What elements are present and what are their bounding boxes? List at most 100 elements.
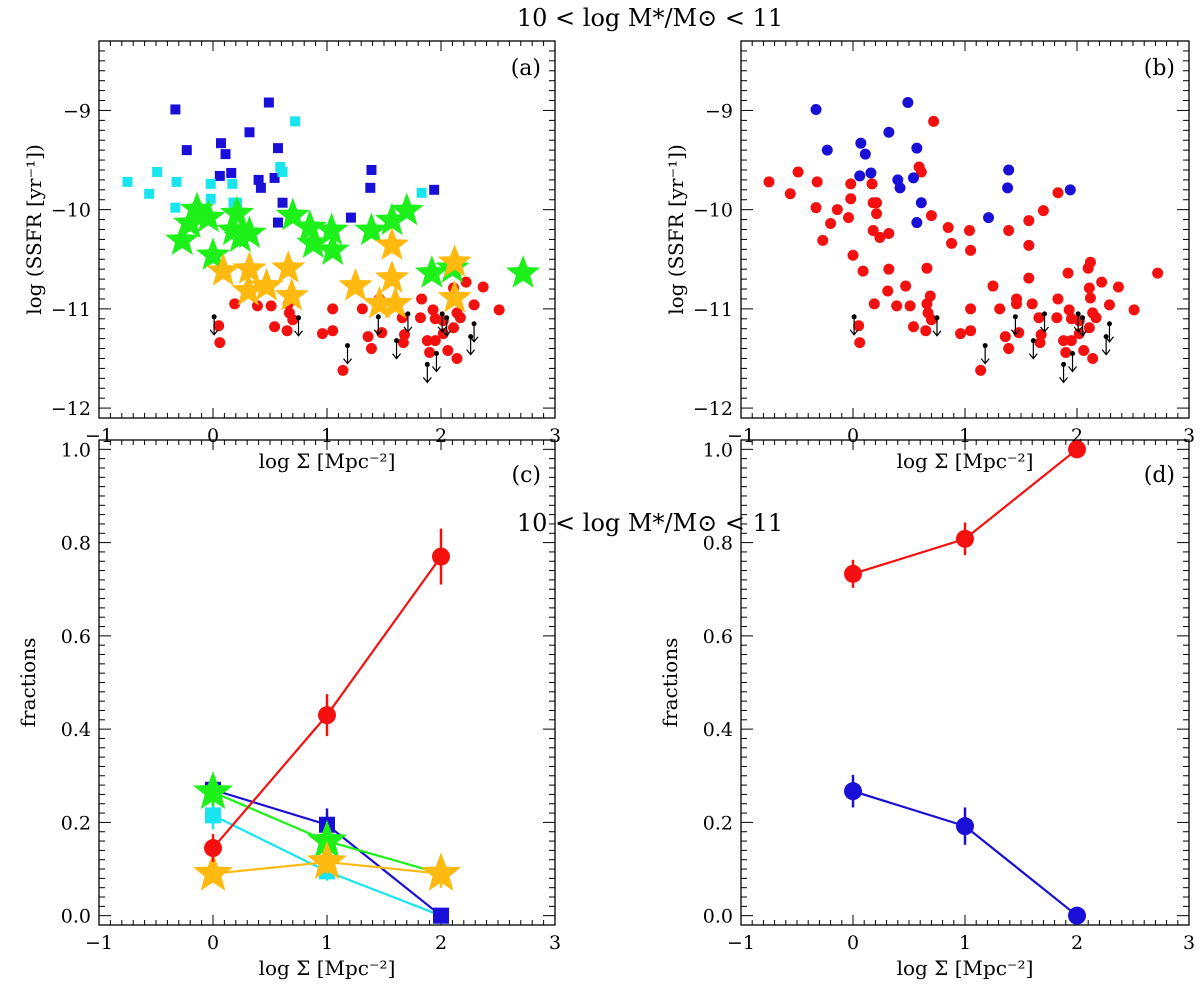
circle-marker [376,327,388,339]
circle-marker [204,839,222,858]
circle-marker [1060,347,1072,359]
circle-marker [907,172,919,184]
y-tick-label: 0.2 [61,812,91,834]
circle-marker [825,218,837,230]
circle-marker [287,314,299,326]
circle-marker [424,347,436,359]
circle-marker [883,126,895,138]
x-tick-label: 2 [1071,932,1083,954]
circle-marker [911,217,923,229]
y-tick-label: 0.0 [703,906,733,928]
star-marker [173,205,208,239]
square-marker [272,217,283,228]
square-marker [170,104,181,115]
circle-marker [1002,182,1014,194]
y-tick-label: 0.0 [61,906,91,928]
circle-marker [1152,267,1164,279]
square-marker [429,184,440,195]
circle-marker [831,204,843,216]
circle-marker [844,782,862,801]
circle-marker [1033,312,1045,324]
square-marker [205,178,216,189]
upper-limit-arrow [466,336,476,356]
star-marker [362,285,397,319]
circle-marker [810,103,822,115]
square-marker [144,188,155,199]
x-tick-label: 3 [1183,425,1195,447]
y-tick-label: 0.4 [61,719,91,741]
square-marker [366,164,377,175]
y-tick-label: −11 [51,299,91,321]
star-marker [354,212,389,246]
x-tick-label: −1 [85,932,113,954]
circle-marker [956,817,974,836]
x-axis-label: log Σ [Mpc⁻²] [259,956,396,980]
circle-marker [1112,281,1124,293]
square-marker [226,167,237,178]
panel-label: (d) [1144,463,1175,488]
circle-marker [448,322,460,334]
circle-marker [429,335,441,347]
square-marker [290,116,301,127]
upper-limit-arrow [437,313,447,333]
circle-marker [866,178,878,190]
y-tick-label: 0.6 [61,626,91,648]
upper-limit-arrow [1078,317,1088,337]
square-marker [220,149,231,160]
x-axis-label: log Σ [Mpc⁻²] [897,449,1034,473]
square-marker [277,197,288,208]
upper-limit-arrow [343,345,352,365]
star-marker [232,251,267,284]
circle-marker [859,148,871,160]
square-marker [255,182,266,193]
panel-label: (c) [512,463,542,488]
x-tick-label: 0 [207,425,219,447]
upper-limit-arrow [373,316,383,336]
panel-label: (a) [511,56,541,81]
circle-marker [847,249,859,261]
circle-marker [883,263,895,275]
circle-marker [1062,267,1074,279]
square-marker [152,166,163,177]
circle-marker [1051,312,1063,324]
circle-marker [845,178,857,190]
circle-marker [327,303,339,315]
circle-marker [882,285,894,297]
circle-marker [955,328,967,340]
circle-marker [337,364,349,376]
upper-limit-arrow [932,317,942,337]
y-tick-label: −10 [693,200,733,222]
circle-marker [1003,164,1015,176]
upper-limit-arrow [209,316,219,336]
circle-marker [891,300,903,312]
circle-marker [844,564,862,583]
square-marker [171,176,182,187]
circle-marker [1128,304,1140,316]
circle-marker [362,331,374,343]
upper-limit-arrow [1010,316,1020,336]
circle-marker [1063,304,1075,316]
circle-marker [821,144,833,156]
circle-marker [925,210,937,222]
circle-marker [1023,272,1035,284]
circle-marker [442,345,454,357]
x-tick-label: 1 [959,932,971,954]
circle-marker [1083,282,1095,294]
upper-limit-arrow [1101,336,1111,356]
x-tick-label: 0 [207,932,219,954]
upper-limit-arrow [294,317,303,337]
square-marker [416,187,427,198]
square-marker [244,127,255,138]
star-marker [414,255,449,288]
upper-limit-arrow [1073,313,1083,333]
circle-marker [1058,335,1070,347]
circle-marker [213,320,225,332]
x-tick-label: 1 [959,425,971,447]
circle-marker [946,237,958,249]
circle-marker [397,337,409,349]
circle-marker [854,170,866,182]
star-marker [193,771,233,810]
circle-marker [784,188,796,200]
y-tick-label: −11 [693,299,733,321]
y-tick-label: 0.4 [703,719,733,741]
